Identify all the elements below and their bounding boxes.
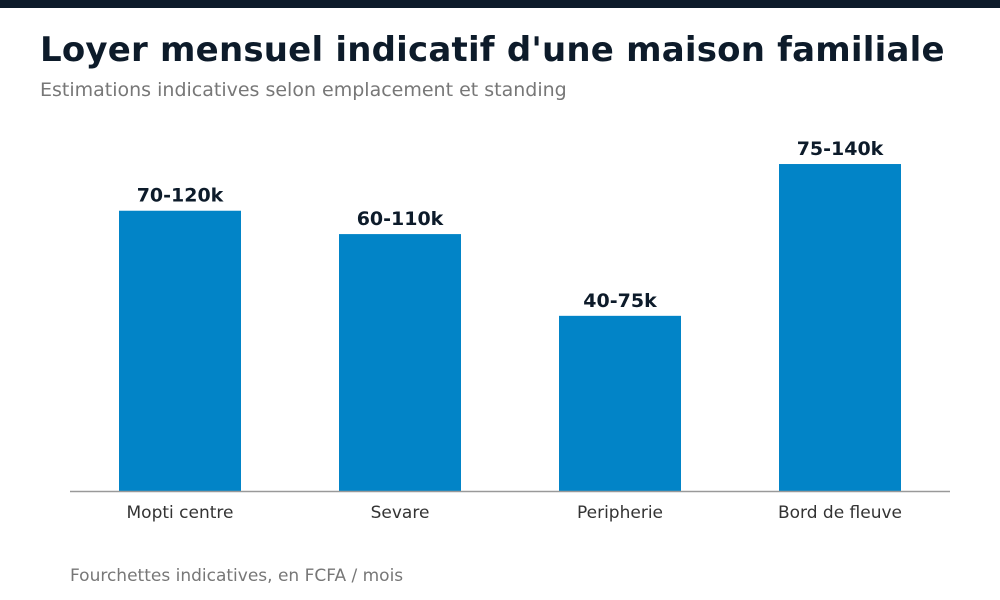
category-label-1: Sevare <box>371 503 430 523</box>
bar-3 <box>779 164 901 492</box>
category-label-2: Peripherie <box>577 503 663 523</box>
chart-footnote: Fourchettes indicatives, en FCFA / mois <box>70 566 404 586</box>
labels-group: 70-120k Mopti centre 60-110k Sevare 40-75k Pe… <box>127 138 903 523</box>
bar-2 <box>559 315 681 491</box>
data-label-3: 75-140k <box>797 138 884 160</box>
bars-group <box>119 164 901 492</box>
data-label-1: 60-110k <box>357 208 444 230</box>
category-label-0: Mopti centre <box>127 503 234 523</box>
data-label-0: 70-120k <box>137 185 224 207</box>
category-label-3: Bord de fleuve <box>778 503 902 523</box>
top-accent-bar <box>0 0 1000 8</box>
bar-1 <box>339 234 461 491</box>
bar-0 <box>119 210 241 491</box>
chart-subtitle: Estimations indicatives selon emplacemen… <box>40 79 567 101</box>
data-label-2: 40-75k <box>583 290 657 312</box>
chart-title: Loyer mensuel indicatif d'une maison fam… <box>40 30 945 70</box>
